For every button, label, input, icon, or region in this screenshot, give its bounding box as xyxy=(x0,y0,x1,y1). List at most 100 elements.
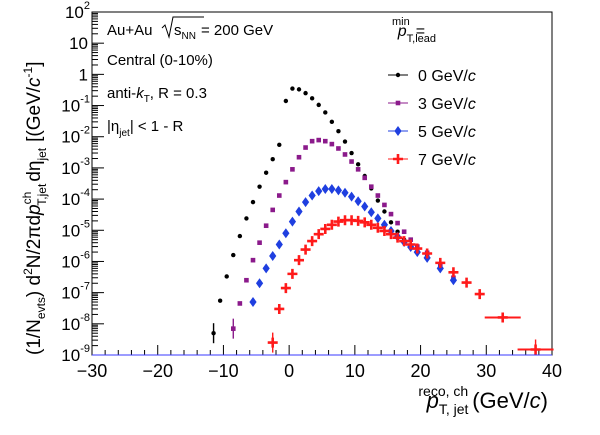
data-point xyxy=(320,223,331,234)
legend-title-sup: min xyxy=(392,16,410,28)
data-point xyxy=(366,219,377,230)
y-tick-base: 10 xyxy=(61,128,80,147)
data-point xyxy=(395,220,400,226)
legend-label-var: c xyxy=(468,68,476,85)
data-point xyxy=(361,201,369,212)
data-point xyxy=(309,138,315,144)
data-point xyxy=(382,209,387,214)
y-tick-base: 10 xyxy=(61,159,80,178)
y-tick-exp: -6 xyxy=(80,249,90,261)
y-tick-base: 10 xyxy=(69,34,88,53)
y-label-p3-var: p xyxy=(24,204,45,216)
data-point xyxy=(269,250,277,261)
y-tick-label: 10-4 xyxy=(61,187,90,209)
x-tick-label: −10 xyxy=(208,361,239,381)
data-point xyxy=(372,222,383,233)
data-point xyxy=(282,228,290,239)
data-point xyxy=(375,198,381,203)
data-point xyxy=(347,191,356,202)
y-tick-label: 10-6 xyxy=(61,249,90,271)
y-label-p5-sup: -1 xyxy=(21,66,35,77)
data-point xyxy=(530,344,541,355)
x-tick-label: 0 xyxy=(284,361,294,381)
data-point xyxy=(249,297,257,308)
legend-entry-1: 3 GeV/c xyxy=(388,96,476,113)
series-3 xyxy=(267,215,554,355)
data-point xyxy=(388,211,394,217)
annotation-algo-sub: T xyxy=(144,94,150,105)
data-point xyxy=(382,202,387,208)
data-point xyxy=(257,184,262,189)
legend-entry-3: 7 GeV/c xyxy=(388,152,476,169)
annotation-algo-post: , R = 0.3 xyxy=(150,85,207,102)
axis-ticks: −30 −20 −10 0 10 20 30 4010-910-810-710-610-510… xyxy=(61,0,562,381)
data-point xyxy=(211,331,216,336)
data-point xyxy=(342,139,348,144)
x-label-unit-var: c xyxy=(530,388,541,413)
data-point xyxy=(316,137,322,143)
data-point xyxy=(401,229,407,234)
y-label-p4-sub: jet xyxy=(35,147,49,161)
data-point xyxy=(257,240,262,245)
data-point xyxy=(461,277,472,288)
annotation-algo-pre: anti- xyxy=(107,85,136,102)
y-tick-exp: -4 xyxy=(80,187,90,199)
data-point xyxy=(353,215,364,226)
y-tick-label: 10 xyxy=(69,34,88,53)
y-tick-base: 10 xyxy=(61,315,80,334)
data-point xyxy=(250,199,256,205)
data-point xyxy=(300,244,311,255)
y-tick-exp: -2 xyxy=(80,125,90,137)
annotation-eta-pre: |η xyxy=(107,118,119,135)
data-point xyxy=(280,283,291,294)
annotation-eta-sub: jet xyxy=(118,128,130,139)
legend-title-eq: = xyxy=(416,23,425,40)
legend-entry-2: 5 GeV/c xyxy=(388,124,476,141)
annotation-eta: |ηjet| < 1 - R xyxy=(107,118,183,139)
data-point xyxy=(270,207,276,213)
data-point xyxy=(262,263,270,274)
y-tick-exp: -5 xyxy=(80,218,90,230)
legend-marker xyxy=(395,72,401,78)
legend-marker xyxy=(395,100,401,106)
x-tick-label: −30 xyxy=(77,361,108,381)
x-tick-label: 20 xyxy=(411,361,431,381)
data-point xyxy=(230,326,236,331)
data-point xyxy=(309,96,315,101)
y-tick-label: 10-1 xyxy=(61,94,90,116)
legend-marker xyxy=(394,126,402,136)
x-tick-label: 10 xyxy=(345,361,365,381)
y-tick-label: 10-7 xyxy=(61,281,90,303)
legend-label-text: 0 GeV/ xyxy=(418,68,468,85)
y-label-p1-sub: evts xyxy=(34,297,48,319)
annotation-algorithm: anti-kT, R = 0.3 xyxy=(107,85,207,105)
y-tick-label: 10-9 xyxy=(61,343,90,365)
data-point xyxy=(270,157,275,162)
data-point xyxy=(307,236,318,247)
data-point xyxy=(349,159,354,164)
data-point xyxy=(321,184,329,195)
legend-label: 5 GeV/c xyxy=(418,124,476,141)
x-label-sub: T, jet xyxy=(439,401,469,417)
data-point xyxy=(359,217,370,228)
data-point xyxy=(290,167,295,172)
annotations: Au+Au sNN = 200 GeV Central (0-10%) anti-… xyxy=(107,16,273,139)
data-point xyxy=(362,175,368,181)
y-tick-base: 1 xyxy=(79,65,88,84)
data-point xyxy=(303,90,308,96)
y-tick-base: 10 xyxy=(61,284,80,303)
y-label-p4: dη xyxy=(24,161,45,182)
data-point xyxy=(333,216,344,227)
data-point xyxy=(354,196,362,207)
y-tick-base: 10 xyxy=(61,346,80,365)
data-point xyxy=(237,301,243,306)
data-point xyxy=(355,167,361,172)
data-point xyxy=(244,277,249,283)
y-label-p5-close: ] xyxy=(24,61,45,66)
data-point xyxy=(231,252,236,258)
data-point xyxy=(224,274,229,279)
y-tick-base: 10 xyxy=(65,3,84,22)
data-point xyxy=(275,239,283,250)
data-point xyxy=(295,206,303,217)
data-point xyxy=(283,179,289,185)
